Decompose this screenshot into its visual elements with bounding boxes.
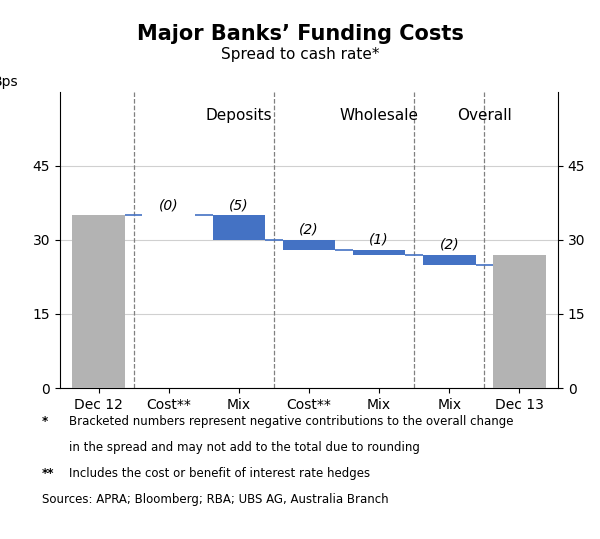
Text: Major Banks’ Funding Costs: Major Banks’ Funding Costs bbox=[137, 24, 463, 44]
Text: (1): (1) bbox=[370, 233, 389, 247]
Bar bbox=[423, 255, 476, 265]
Text: *: * bbox=[42, 415, 48, 428]
Text: Deposits: Deposits bbox=[206, 108, 272, 123]
Text: in the spread and may not add to the total due to rounding: in the spread and may not add to the tot… bbox=[69, 441, 420, 454]
Bar bbox=[493, 255, 546, 388]
Bar bbox=[353, 250, 406, 255]
Text: Bracketed numbers represent negative contributions to the overall change: Bracketed numbers represent negative con… bbox=[69, 415, 514, 428]
Text: (2): (2) bbox=[299, 223, 319, 237]
Text: **: ** bbox=[42, 467, 55, 480]
Bar bbox=[212, 215, 265, 240]
Text: (0): (0) bbox=[159, 198, 179, 212]
Text: (5): (5) bbox=[229, 198, 248, 212]
Text: Bps: Bps bbox=[0, 75, 19, 88]
Text: (2): (2) bbox=[439, 238, 459, 252]
Text: Includes the cost or benefit of interest rate hedges: Includes the cost or benefit of interest… bbox=[69, 467, 370, 480]
Text: Wholesale: Wholesale bbox=[340, 108, 419, 123]
Text: Sources: APRA; Bloomberg; RBA; UBS AG, Australia Branch: Sources: APRA; Bloomberg; RBA; UBS AG, A… bbox=[42, 493, 389, 506]
Text: Spread to cash rate*: Spread to cash rate* bbox=[221, 47, 379, 63]
Bar bbox=[72, 215, 125, 388]
Text: Overall: Overall bbox=[457, 108, 512, 123]
Bar bbox=[283, 240, 335, 250]
